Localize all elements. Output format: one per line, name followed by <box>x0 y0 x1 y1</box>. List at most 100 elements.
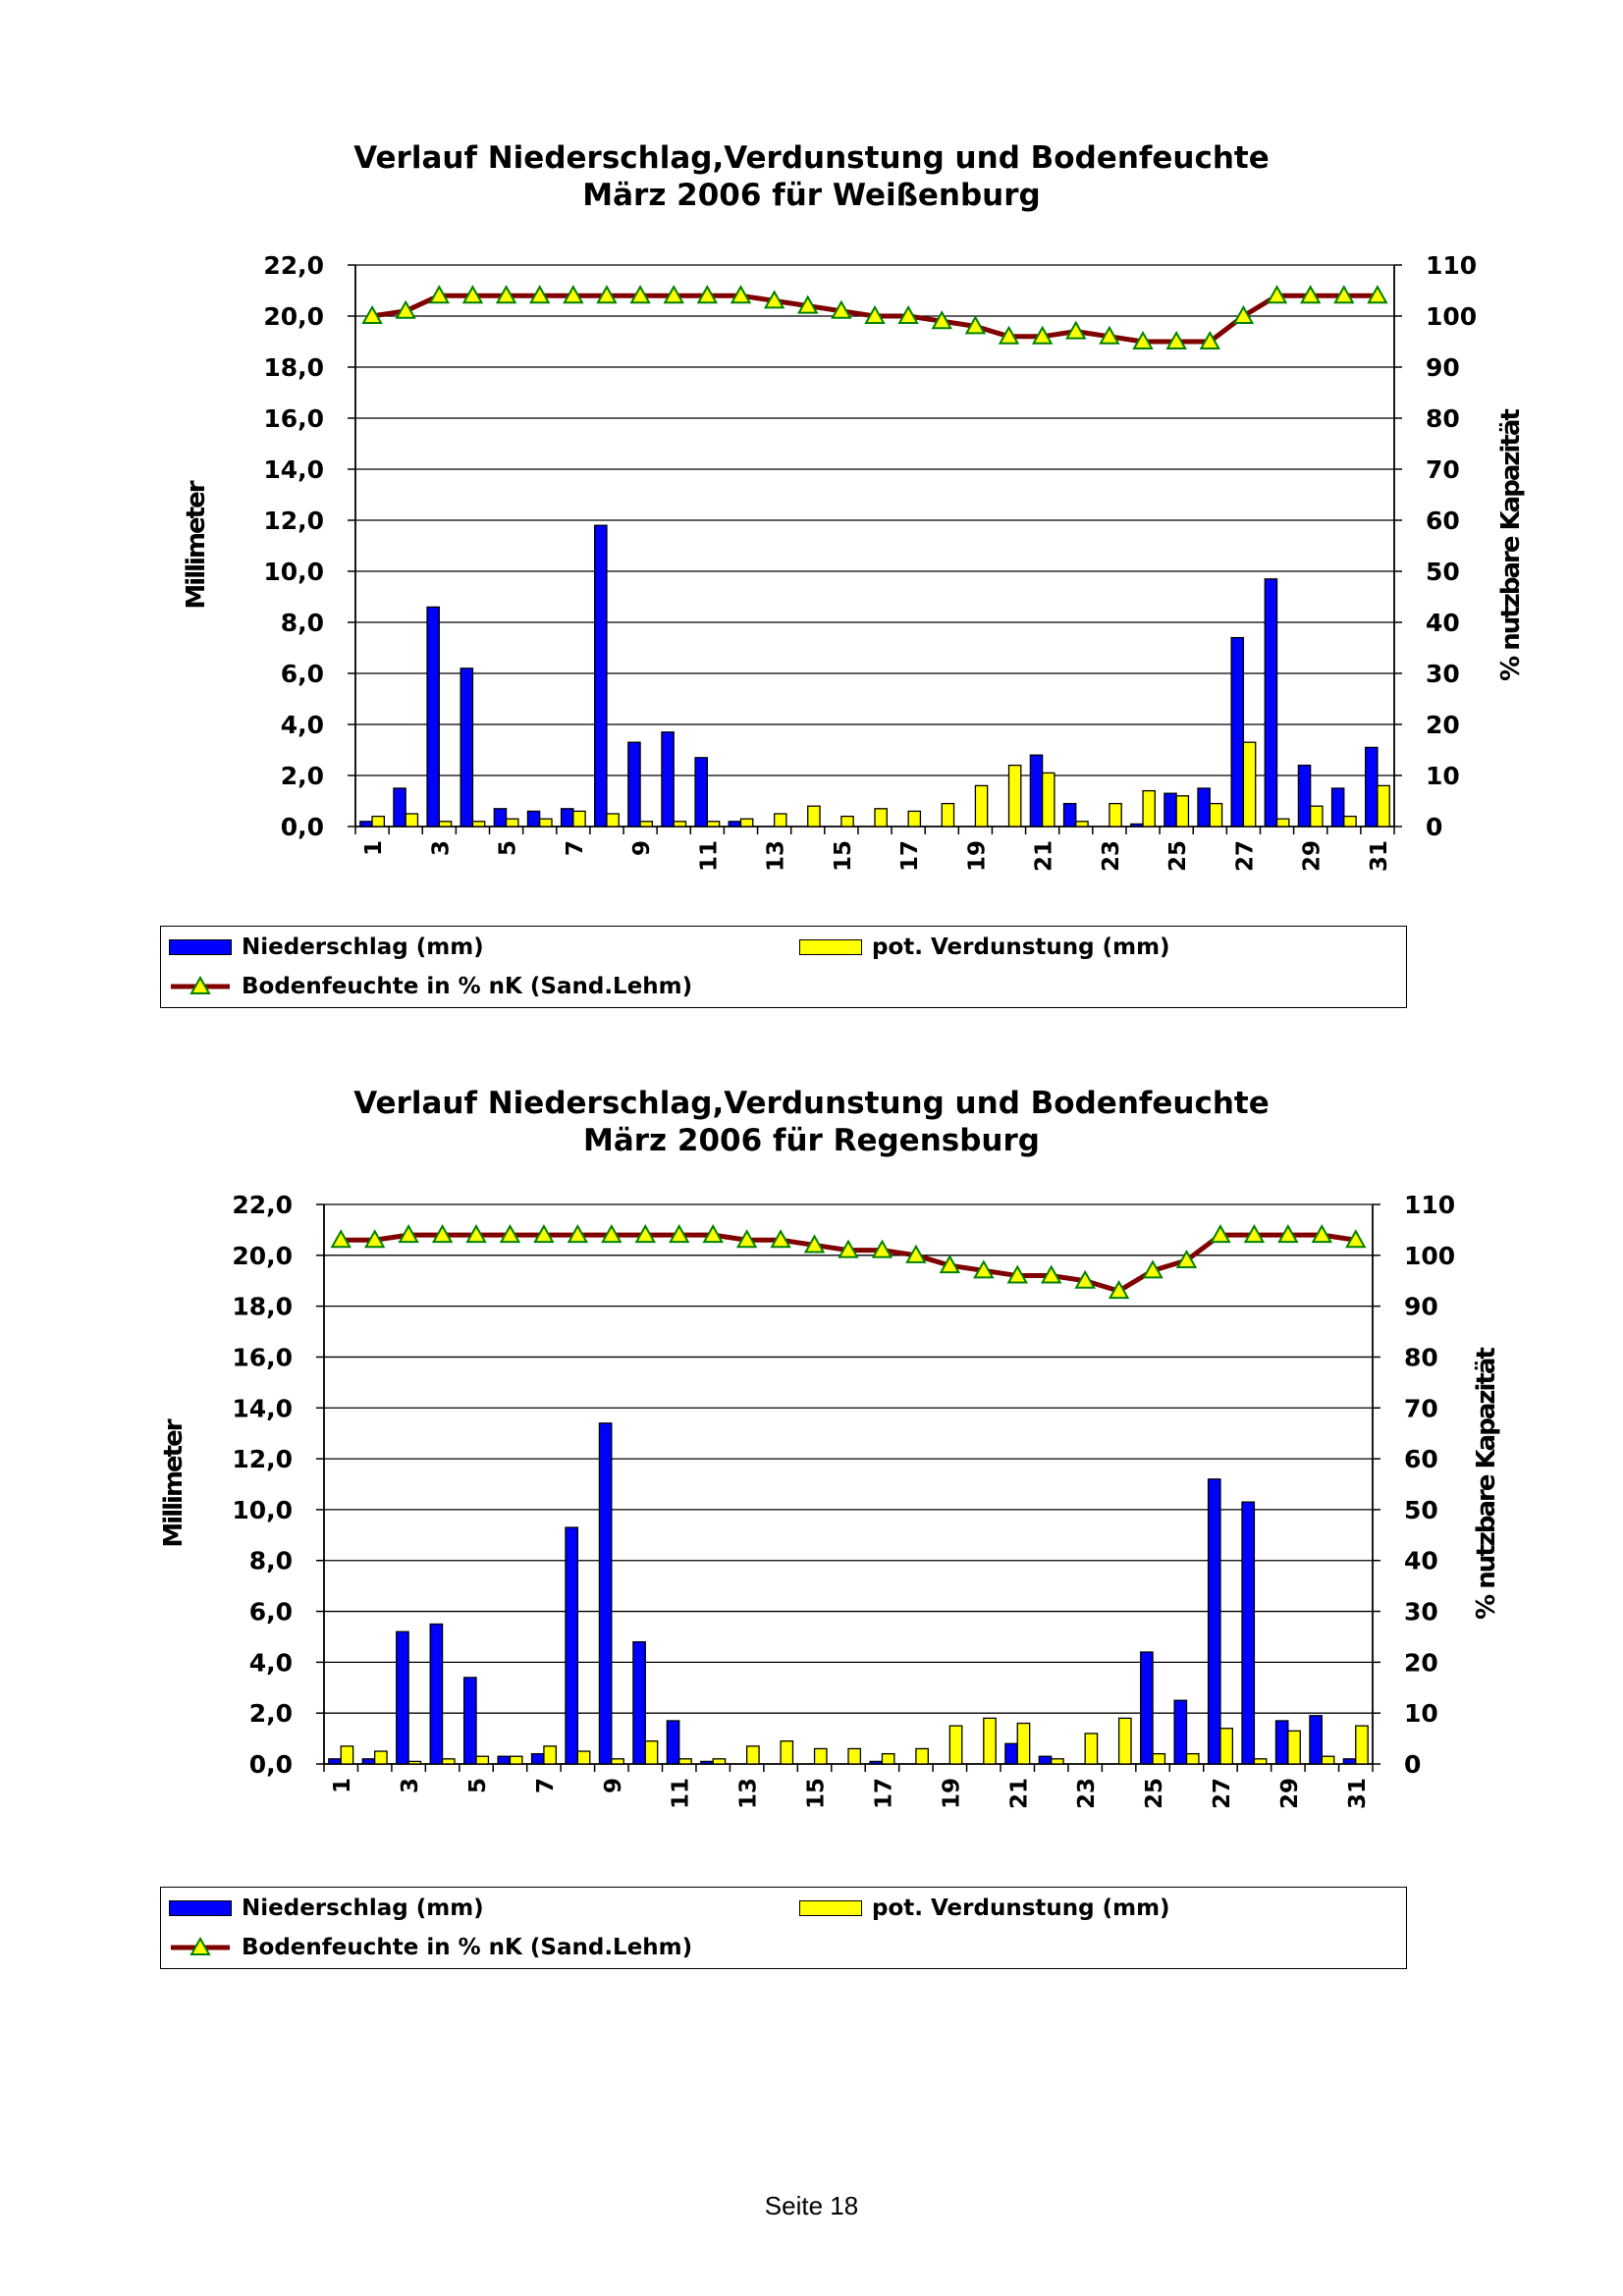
x-tick-label: 7 <box>563 840 588 856</box>
bar-verdunstung <box>505 818 519 828</box>
bar-verdunstung <box>539 818 553 828</box>
y-tick-label: 10,0 <box>263 558 324 586</box>
marker-bodenfeuchte <box>831 299 852 319</box>
bar-niederschlag <box>694 757 709 828</box>
chart-title: Verlauf Niederschlag,Verdunstung und Bod… <box>0 1085 1623 1159</box>
legend-line-bodenfeuchte <box>171 975 230 994</box>
y-tick-label: 22,0 <box>232 1191 293 1219</box>
bar-niederschlag <box>1207 1478 1221 1765</box>
bar-niederschlag <box>666 1720 680 1765</box>
bar-niederschlag <box>632 1640 646 1765</box>
bar-verdunstung <box>1219 1728 1234 1765</box>
marker-bodenfeuchte <box>871 1239 893 1258</box>
x-tick-label: 17 <box>897 840 923 872</box>
x-tick-label: 11 <box>696 840 722 872</box>
bar-niederschlag <box>700 1760 714 1765</box>
bar-verdunstung <box>1075 821 1089 828</box>
bar-verdunstung <box>1142 789 1156 828</box>
bar-niederschlag <box>426 606 440 828</box>
marker-bodenfeuchte <box>735 1229 758 1249</box>
y2-tick-label: 60 <box>1426 507 1460 535</box>
marker-bodenfeuchte <box>563 285 584 304</box>
x-tick-label: 21 <box>1032 840 1057 872</box>
y2-tick-label: 50 <box>1426 558 1460 586</box>
y2-tick-label: 70 <box>1404 1394 1438 1422</box>
x-tick-label: 9 <box>629 840 655 856</box>
marker-bodenfeuchte <box>1175 1249 1198 1268</box>
x-tick-label: 25 <box>1142 1778 1167 1809</box>
bar-verdunstung <box>1209 802 1223 828</box>
x-tick-label: 31 <box>1367 840 1392 872</box>
legend-label-verdunstung: pot. Verdunstung (mm) <box>872 934 1170 960</box>
y2-tick-label: 30 <box>1404 1598 1438 1627</box>
marker-bodenfeuchte <box>1031 325 1054 345</box>
bar-niederschlag <box>1230 636 1245 828</box>
y-tick-label: 14,0 <box>232 1394 293 1422</box>
bar-verdunstung <box>948 1725 963 1765</box>
bar-verdunstung <box>745 1745 760 1765</box>
x-tick-label: 25 <box>1165 840 1191 872</box>
bar-verdunstung <box>509 1755 523 1765</box>
bar-verdunstung <box>606 813 620 828</box>
bar-verdunstung <box>1185 1752 1200 1765</box>
y2-tick-label: 100 <box>1426 302 1477 331</box>
bar-niederschlag <box>530 1752 545 1765</box>
bar-niederschlag <box>565 1526 579 1765</box>
marker-bodenfeuchte <box>663 285 684 304</box>
bar-niederschlag <box>627 741 641 828</box>
bar-verdunstung <box>1109 802 1122 828</box>
bar-verdunstung <box>678 1758 692 1765</box>
marker-bodenfeuchte <box>696 285 719 304</box>
y-tick-label: 4,0 <box>249 1648 293 1677</box>
x-tick-label: 29 <box>1277 1778 1303 1809</box>
chart-regensburg: Verlauf Niederschlag,Verdunstung und Bod… <box>0 1085 1623 1969</box>
legend-item-verdunstung: pot. Verdunstung (mm) <box>799 1894 1170 1923</box>
x-tick-label: 23 <box>1099 840 1124 872</box>
y2-tick-label: 40 <box>1426 609 1460 637</box>
marker-bodenfeuchte <box>1132 330 1154 349</box>
bar-verdunstung <box>371 815 386 828</box>
bar-niederschlag <box>393 787 406 828</box>
chart-title-line2: März 2006 für Weißenburg <box>582 178 1041 213</box>
y2-tick-label: 90 <box>1404 1293 1438 1321</box>
marker-bodenfeuchte <box>461 285 484 304</box>
marker-bodenfeuchte <box>330 1229 352 1249</box>
bar-verdunstung <box>941 802 955 828</box>
chart-title-line2: März 2006 für Regensburg <box>583 1123 1040 1158</box>
bar-niederschlag <box>598 1422 613 1765</box>
y2-axis-title: % nutzbare Kapazität <box>1496 409 1526 681</box>
y2-tick-label: 110 <box>1404 1191 1455 1219</box>
marker-bodenfeuchte <box>905 1244 927 1263</box>
y2-tick-label: 110 <box>1426 251 1477 280</box>
bar-niederschlag <box>1062 802 1077 828</box>
bar-verdunstung <box>840 815 854 828</box>
y2-tick-label: 0 <box>1404 1750 1421 1779</box>
bar-niederschlag <box>1297 764 1312 828</box>
bar-niederschlag <box>1342 1758 1357 1765</box>
x-tick-label: 5 <box>496 840 521 856</box>
y2-tick-label: 10 <box>1426 762 1460 790</box>
bar-verdunstung <box>475 1755 490 1765</box>
y2-tick-label: 100 <box>1404 1242 1455 1270</box>
y2-tick-label: 20 <box>1404 1648 1438 1677</box>
marker-bodenfeuchte <box>601 1224 622 1244</box>
bar-niederschlag <box>1038 1755 1053 1765</box>
x-tick-label: 19 <box>964 840 990 872</box>
bar-verdunstung <box>441 1758 456 1765</box>
marker-bodenfeuchte <box>567 1224 589 1244</box>
x-tick-label: 5 <box>465 1778 491 1793</box>
y-tick-label: 16,0 <box>263 404 324 433</box>
bar-verdunstung <box>915 1747 929 1765</box>
bar-verdunstung <box>374 1750 388 1765</box>
legend-label-niederschlag: Niederschlag (mm) <box>242 934 484 960</box>
x-tick-label: 3 <box>398 1778 423 1793</box>
bar-verdunstung <box>847 1747 862 1765</box>
bar-verdunstung <box>739 818 754 828</box>
y2-tick-label: 80 <box>1404 1343 1438 1371</box>
x-tick-label: 29 <box>1300 840 1325 872</box>
legend-line-bodenfeuchte <box>171 1936 230 1955</box>
y-tick-label: 18,0 <box>232 1293 293 1321</box>
marker-bodenfeuchte <box>702 1224 724 1244</box>
marker-bodenfeuchte <box>629 285 651 304</box>
y-tick-label: 6,0 <box>281 660 324 688</box>
